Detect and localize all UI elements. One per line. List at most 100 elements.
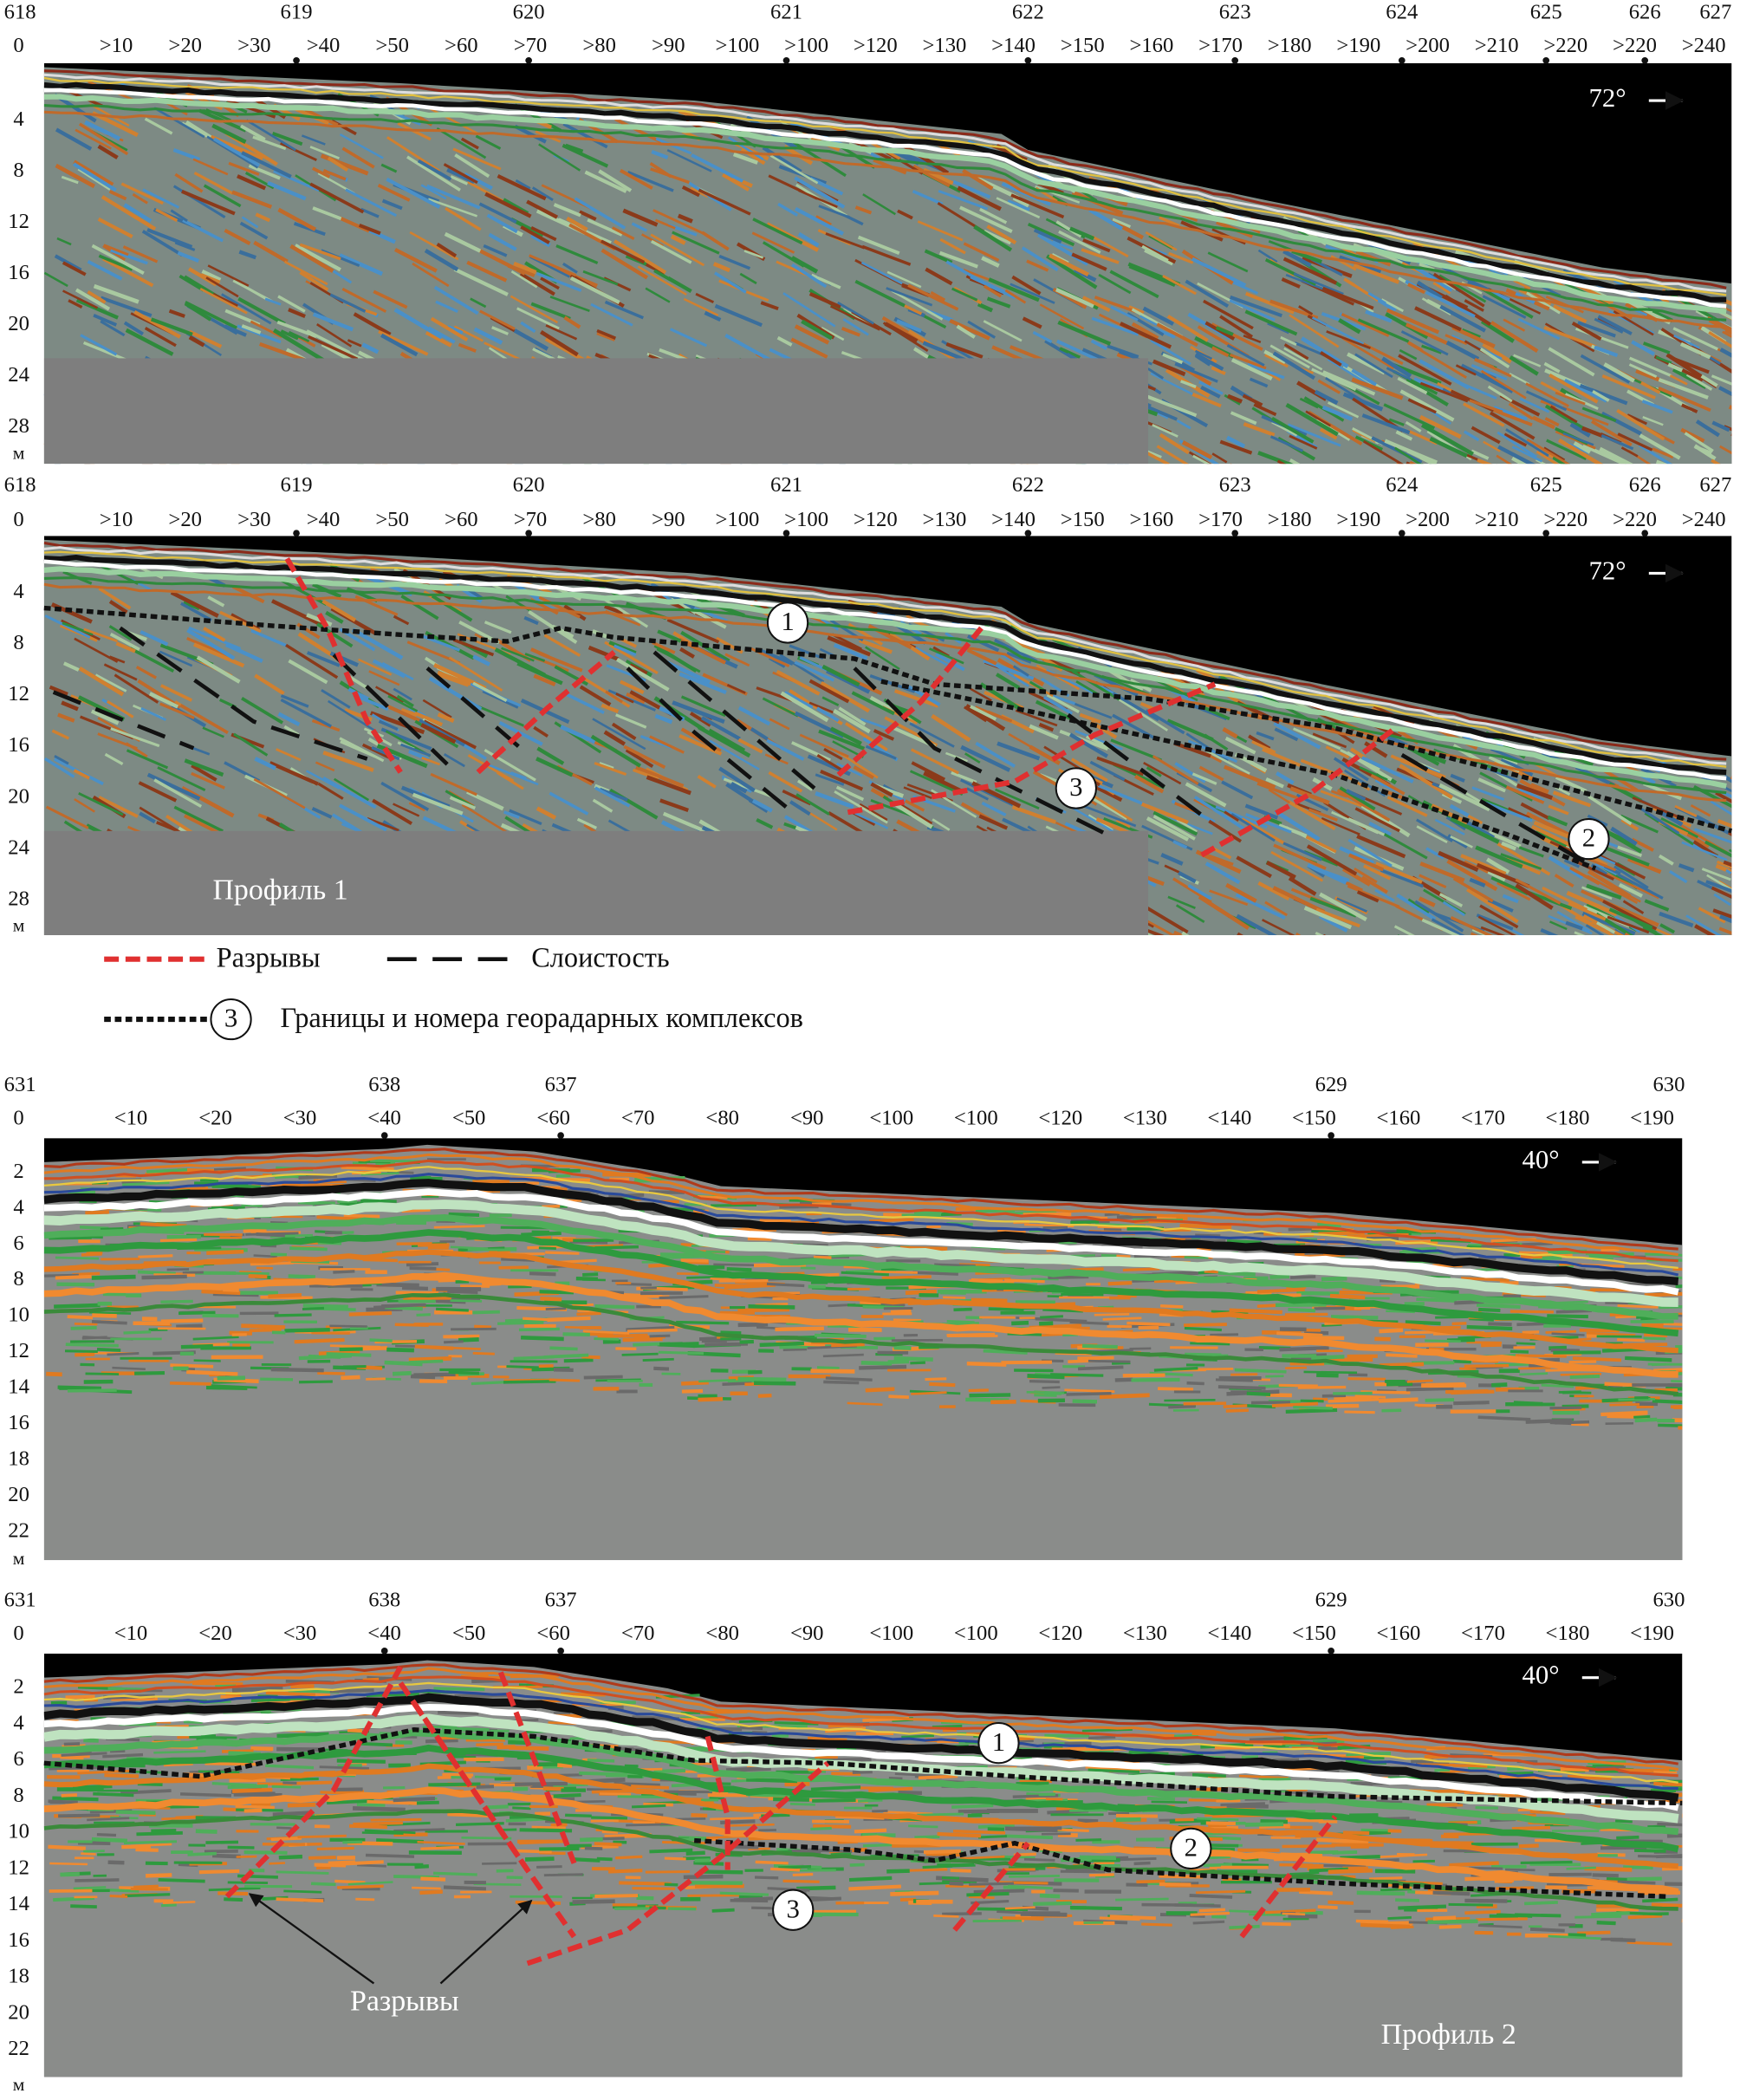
reflector: [653, 209, 704, 235]
reflector: [316, 323, 353, 348]
reflector: [1159, 1304, 1184, 1309]
reflector: [956, 324, 976, 339]
depth-label: 20: [8, 1483, 29, 1506]
reflector: [1708, 319, 1732, 334]
reflector: [1110, 305, 1139, 322]
reflector: [592, 798, 614, 813]
reflector: [1511, 445, 1543, 463]
reflector: [377, 184, 411, 202]
reflector: [1587, 795, 1633, 826]
reflector: [1278, 1383, 1318, 1388]
reflector: [180, 1343, 213, 1349]
reflector: [656, 647, 701, 673]
reflector: [1510, 1349, 1529, 1354]
reflector: [179, 704, 229, 735]
reflector: [1730, 776, 1732, 780]
reflector: [1014, 1369, 1054, 1373]
reflector: [43, 1273, 79, 1278]
reflector: [584, 170, 627, 193]
reflector: [458, 342, 477, 353]
reflector: [1356, 890, 1380, 903]
reflector: [297, 1200, 335, 1206]
reflector: [433, 285, 479, 315]
reflector: [1631, 340, 1655, 356]
reflector: [549, 296, 590, 313]
reflector: [1347, 1377, 1386, 1381]
reflector: [1234, 1368, 1287, 1374]
reflector: [1321, 1323, 1342, 1327]
reflector: [1096, 756, 1144, 777]
reflector: [1511, 1825, 1551, 1831]
reflector: [155, 208, 179, 223]
reflector: [1168, 1405, 1196, 1409]
reflector: [170, 209, 188, 223]
reflector: [134, 1370, 166, 1375]
reflector: [1340, 1855, 1380, 1860]
reflector: [380, 781, 430, 811]
reflector: [1418, 896, 1436, 907]
picket-label: 624: [1386, 473, 1418, 497]
reflector: [1077, 1818, 1099, 1824]
depth-label: 20: [8, 784, 29, 808]
reflector: [524, 653, 546, 662]
reflector: [755, 1860, 789, 1865]
reflector: [1365, 309, 1393, 323]
reflector: [566, 692, 605, 714]
reflector: [301, 134, 326, 146]
reflector: [1113, 1857, 1157, 1862]
reflector: [1416, 1297, 1458, 1304]
reflector: [680, 695, 726, 718]
reflector: [1555, 1420, 1590, 1425]
distance-label: >210: [1475, 34, 1519, 57]
reflector: [562, 122, 608, 149]
reflector: [1629, 356, 1672, 378]
reflector: [576, 817, 598, 829]
reflector: [967, 462, 971, 465]
reflector: [837, 301, 874, 325]
reflector: [1383, 833, 1428, 860]
reflector: [581, 1355, 601, 1360]
reflector: [1265, 861, 1296, 880]
reflector: [1717, 860, 1732, 869]
reflector: [1471, 426, 1501, 445]
depth-unit: м: [13, 915, 25, 936]
reflector: [436, 127, 487, 159]
reflector: [827, 635, 872, 657]
reflector: [1173, 1733, 1198, 1738]
reflector: [601, 248, 648, 280]
reflector: [360, 1199, 397, 1203]
reflector: [884, 322, 919, 343]
reflector: [1293, 272, 1344, 296]
reflector: [1320, 945, 1342, 954]
reflector: [1600, 433, 1634, 451]
reflector: [430, 772, 477, 796]
reflector: [1420, 349, 1467, 379]
reflector: [87, 259, 123, 281]
picket-label: 637: [545, 1073, 577, 1096]
reflector: [420, 723, 457, 744]
reflector: [910, 748, 959, 775]
reflector: [408, 1359, 444, 1364]
reflector: [794, 660, 835, 682]
distance-label: <150: [1292, 1106, 1336, 1129]
reflector: [1312, 732, 1347, 749]
reflector: [893, 1356, 933, 1362]
reflector: [1082, 804, 1137, 828]
reflector: [620, 168, 653, 190]
band: [43, 1271, 1678, 1378]
picket-label: 620: [513, 473, 545, 497]
reflector: [1319, 427, 1338, 440]
distance-label: <80: [705, 1106, 739, 1129]
reflector: [1112, 218, 1132, 229]
reflector: [252, 135, 287, 151]
distance-label: <30: [283, 1106, 317, 1129]
reflector: [626, 692, 646, 705]
reflector: [1658, 854, 1674, 866]
legend-marker-circle: [210, 998, 252, 1041]
reflector: [1257, 881, 1290, 900]
reflector: [1489, 1914, 1519, 1919]
reflector: [1659, 923, 1676, 934]
reflector: [1091, 316, 1139, 336]
reflector: [141, 230, 184, 257]
reflector: [1485, 857, 1510, 874]
